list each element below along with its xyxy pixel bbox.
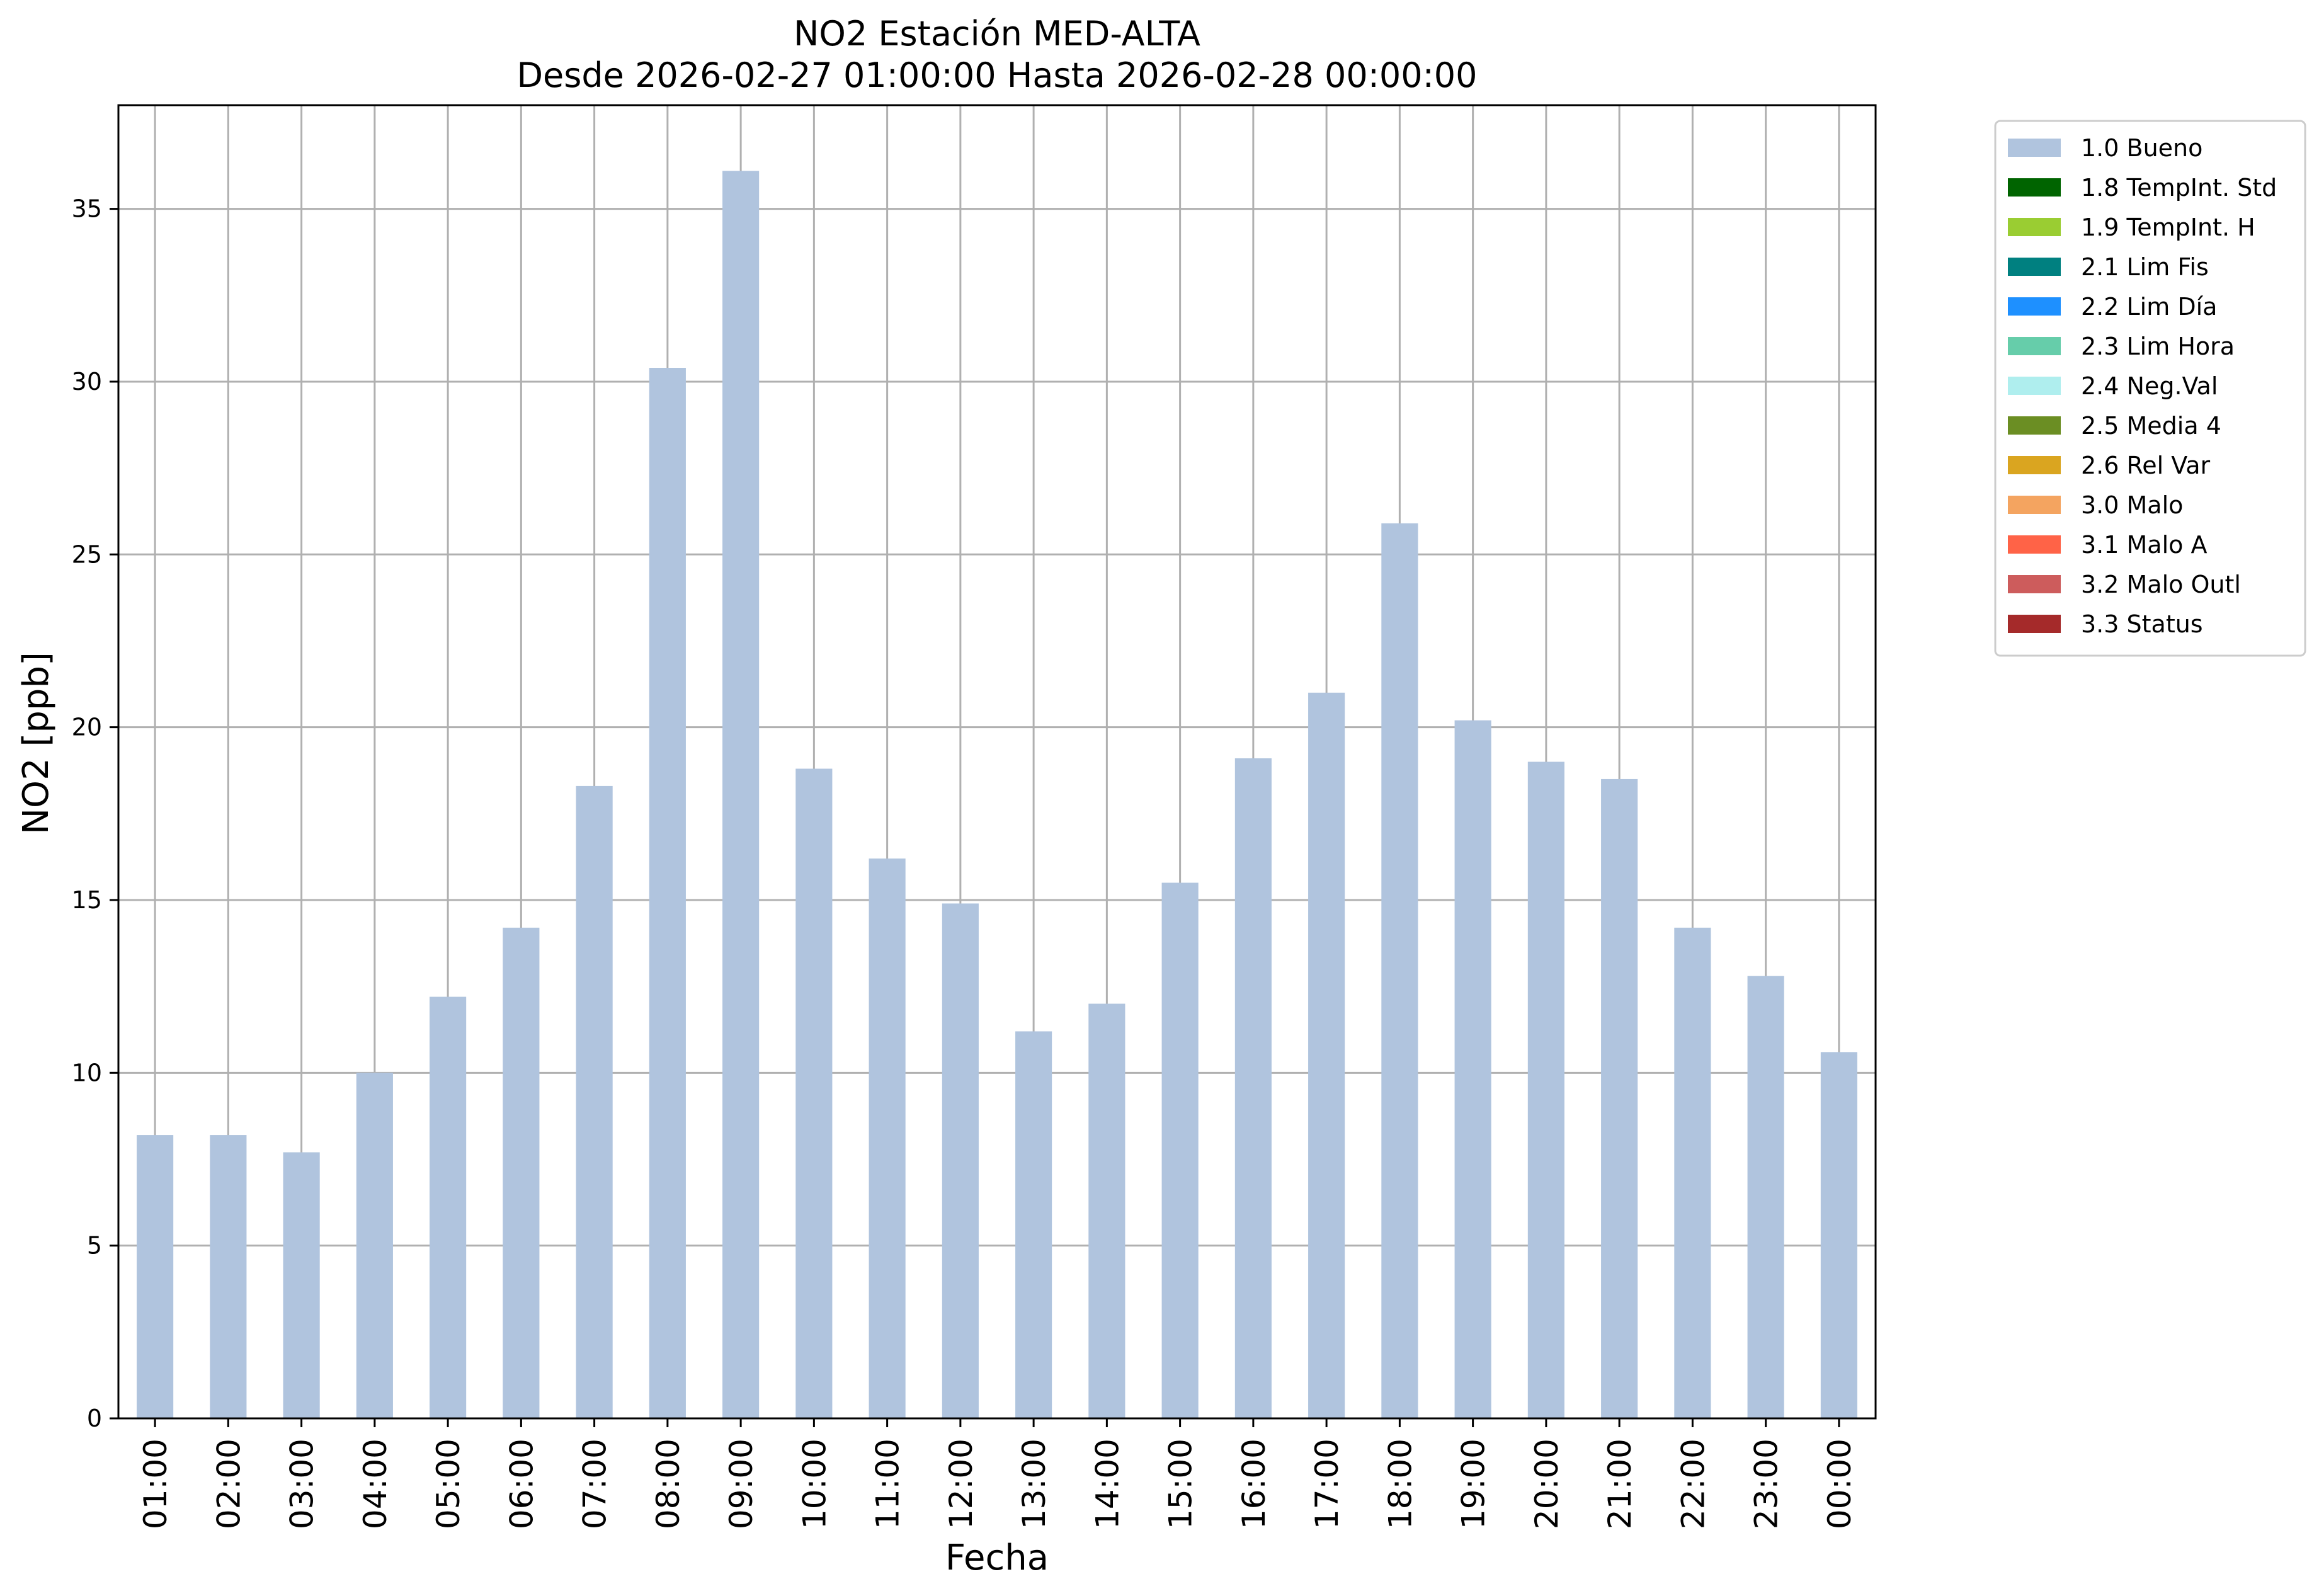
legend-swatch <box>2008 416 2061 435</box>
legend-swatch <box>2008 139 2061 157</box>
x-tick-label: 17:00 <box>1309 1439 1345 1529</box>
legend-entry-label: 2.3 Lim Hora <box>2081 333 2235 360</box>
x-tick-label: 04:00 <box>357 1439 394 1529</box>
y-tick-label: 10 <box>72 1059 102 1086</box>
legend-swatch <box>2008 575 2061 593</box>
y-tick-label: 0 <box>87 1405 102 1432</box>
x-tick-label: 07:00 <box>577 1439 613 1529</box>
x-tick-label: 12:00 <box>943 1439 979 1529</box>
x-tick-label: 10:00 <box>796 1439 833 1529</box>
x-tick-label: 11:00 <box>870 1439 906 1529</box>
x-tick-label: 03:00 <box>284 1439 321 1529</box>
y-axis-label: NO2 [ppb] <box>16 652 57 835</box>
legend-entry-label: 3.1 Malo A <box>2081 531 2207 559</box>
chart-title-line1: NO2 Estación MED-ALTA <box>794 14 1200 54</box>
legend-swatch <box>2008 178 2061 197</box>
bar <box>1308 692 1345 1418</box>
legend-entry-label: 1.9 TempInt. H <box>2081 214 2255 241</box>
x-tick-label: 23:00 <box>1748 1439 1785 1529</box>
legend-entry-label: 2.2 Lim Día <box>2081 293 2217 321</box>
bar <box>210 1135 247 1418</box>
legend-entry-label: 3.0 Malo <box>2081 491 2183 519</box>
bar <box>1234 758 1272 1418</box>
bar <box>1527 761 1564 1418</box>
x-tick-label: 14:00 <box>1089 1439 1125 1529</box>
bar <box>649 368 686 1418</box>
legend-entry-label: 3.3 Status <box>2081 610 2203 638</box>
x-tick-label: 21:00 <box>1602 1439 1638 1529</box>
bar <box>503 927 540 1418</box>
x-tick-label: 18:00 <box>1382 1439 1418 1529</box>
legend-swatch <box>2008 258 2061 276</box>
bar <box>1015 1031 1052 1418</box>
legend-swatch <box>2008 615 2061 633</box>
legend-entry-label: 2.1 Lim Fis <box>2081 253 2209 281</box>
y-tick-label: 5 <box>87 1232 102 1260</box>
x-tick-label: 05:00 <box>430 1439 467 1529</box>
legend-entry-label: 2.4 Neg.Val <box>2081 372 2218 400</box>
y-tick-label: 35 <box>72 195 102 223</box>
bar <box>1454 720 1491 1418</box>
legend-swatch <box>2008 218 2061 236</box>
x-tick-label: 06:00 <box>503 1439 540 1529</box>
x-tick-label: 15:00 <box>1163 1439 1199 1529</box>
x-tick-label: 09:00 <box>723 1439 760 1529</box>
x-tick-label: 08:00 <box>650 1439 687 1529</box>
y-tick-label: 25 <box>72 540 102 568</box>
x-tick-label: 00:00 <box>1821 1439 1858 1529</box>
bars <box>137 171 1857 1418</box>
legend-swatch <box>2008 456 2061 474</box>
x-tick-label: 02:00 <box>210 1439 247 1529</box>
x-tick-label: 16:00 <box>1236 1439 1272 1529</box>
legend-entry-label: 2.6 Rel Var <box>2081 452 2211 479</box>
x-axis-label: Fecha <box>945 1537 1049 1578</box>
y-tick-label: 15 <box>72 886 102 914</box>
plot-frame <box>117 104 1877 1420</box>
axes: 0 5 10 15 20 25 30 35 01:00 02:00 03:00 04:00 05:00 0… <box>72 104 1877 1529</box>
legend-swatch <box>2008 377 2061 395</box>
legend-swatch <box>2008 297 2061 316</box>
legend-entry-label: 1.8 TempInt. Std <box>2081 174 2277 202</box>
bar <box>722 171 760 1418</box>
bar <box>795 768 833 1418</box>
x-tick-label: 01:00 <box>137 1439 174 1529</box>
legend-swatch <box>2008 496 2061 514</box>
legend-swatch <box>2008 337 2061 355</box>
bar <box>1088 1003 1125 1418</box>
x-tick-label: 13:00 <box>1016 1439 1052 1529</box>
y-tick-label: 30 <box>72 368 102 396</box>
bar <box>430 996 467 1418</box>
y-tick-label: 20 <box>72 714 102 741</box>
legend-entry-label: 1.0 Bueno <box>2081 134 2202 162</box>
bar <box>1381 523 1418 1418</box>
legend-box <box>1994 120 2306 657</box>
legend-swatch <box>2008 535 2061 554</box>
bar <box>1601 778 1638 1418</box>
x-tick-label: 19:00 <box>1456 1439 1492 1529</box>
bar <box>942 903 979 1418</box>
bar <box>283 1152 320 1418</box>
bar <box>1161 882 1199 1418</box>
bar <box>1820 1052 1857 1418</box>
bar <box>356 1073 393 1418</box>
legend-entry-label: 2.5 Media 4 <box>2081 412 2221 440</box>
bar <box>1747 976 1784 1418</box>
bar <box>576 785 613 1418</box>
x-tick-label: 20:00 <box>1529 1439 1565 1529</box>
bar <box>1674 927 1711 1418</box>
legend: 1.0 Bueno 1.8 TempInt. Std 1.9 TempInt. H 2… <box>1994 120 2306 657</box>
bar <box>137 1135 174 1418</box>
chart-title-line2: Desde 2026-02-27 01:00:00 Hasta 2026-02-… <box>516 55 1477 95</box>
legend-entry-label: 3.2 Malo Outl <box>2081 571 2241 598</box>
x-tick-label: 22:00 <box>1675 1439 1711 1529</box>
bar <box>869 858 906 1418</box>
